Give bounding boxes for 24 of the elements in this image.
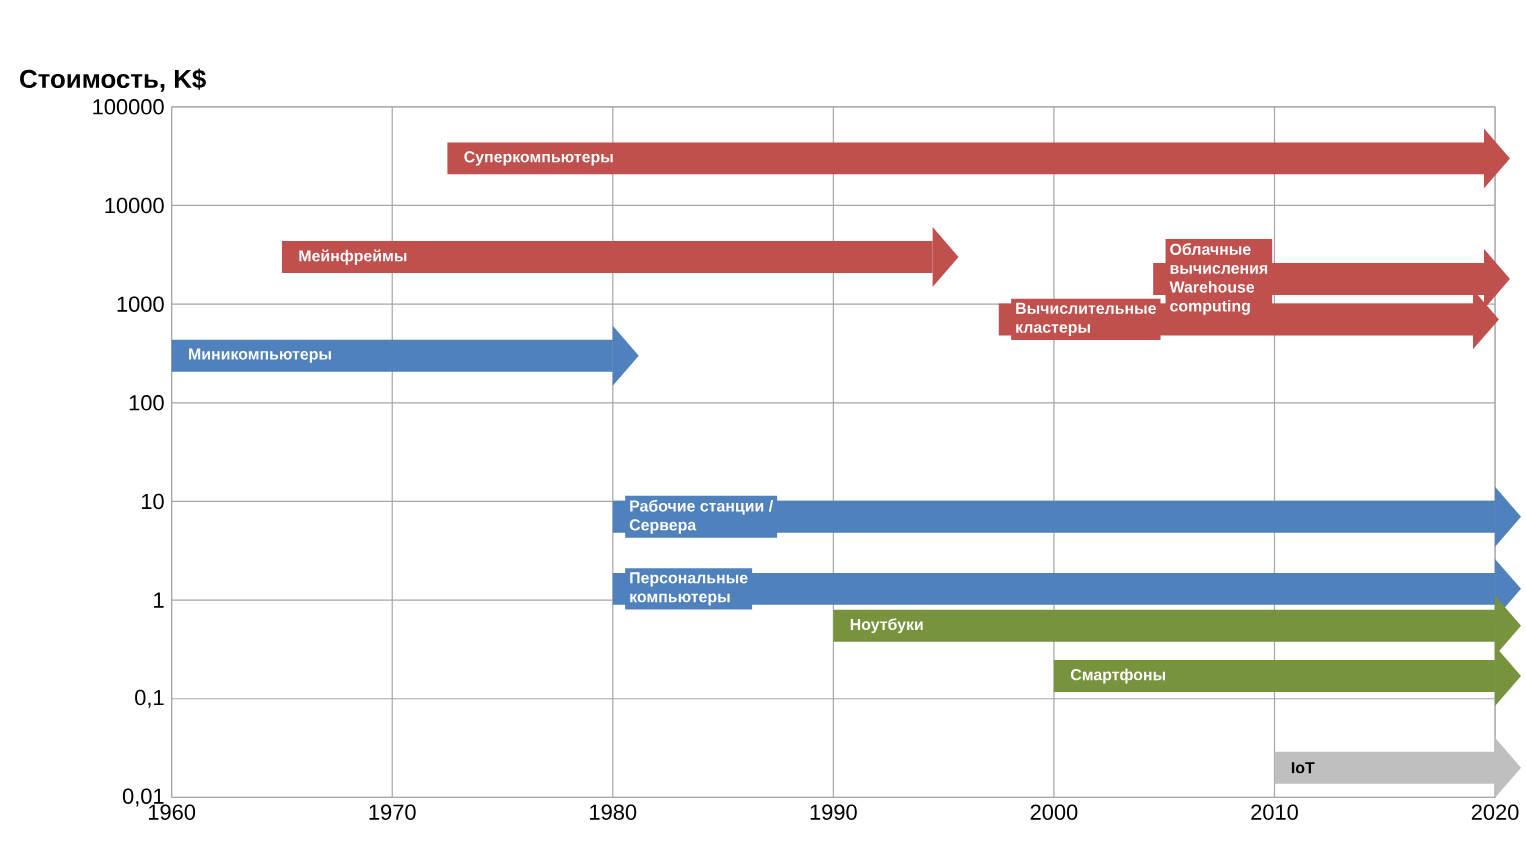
y-tick-label: 0,1 bbox=[135, 689, 164, 708]
x-tick-label: 2020 bbox=[1471, 804, 1519, 820]
series-label: Рабочие станции / Сервера bbox=[629, 499, 773, 534]
series-label: Суперкомпьютеры bbox=[464, 151, 613, 166]
y-tick-label: 1 bbox=[154, 592, 164, 608]
x-tick-label: 1970 bbox=[369, 804, 416, 820]
series-label: Персональные компьютеры bbox=[630, 572, 748, 606]
series-label: Вычислительные кластеры bbox=[1016, 302, 1156, 336]
series-label: Смартфоны bbox=[1070, 668, 1166, 684]
series-label: Ноутбуки bbox=[850, 618, 923, 634]
series-label: Мейнфреймы bbox=[299, 249, 407, 265]
x-tick-label: 1980 bbox=[590, 804, 637, 820]
y-tick-label: 100000 bbox=[93, 98, 164, 115]
y-tick-label: 10 bbox=[141, 493, 164, 510]
series-label: Облачные вычисления Warehouse computing bbox=[1169, 242, 1268, 315]
y-tick-label: 100 bbox=[129, 394, 164, 411]
series-label: IoT bbox=[1291, 762, 1315, 774]
y-axis-title: Стоимость, K$ bbox=[20, 68, 206, 92]
x-tick-label: 2010 bbox=[1251, 804, 1298, 820]
x-tick-label: 2000 bbox=[1030, 804, 1078, 820]
y-tick-label: 1000 bbox=[117, 296, 164, 312]
series-label: Миникомпьютеры bbox=[189, 348, 331, 363]
x-tick-label: 1990 bbox=[810, 804, 857, 820]
y-tick-label: 10000 bbox=[105, 197, 164, 214]
